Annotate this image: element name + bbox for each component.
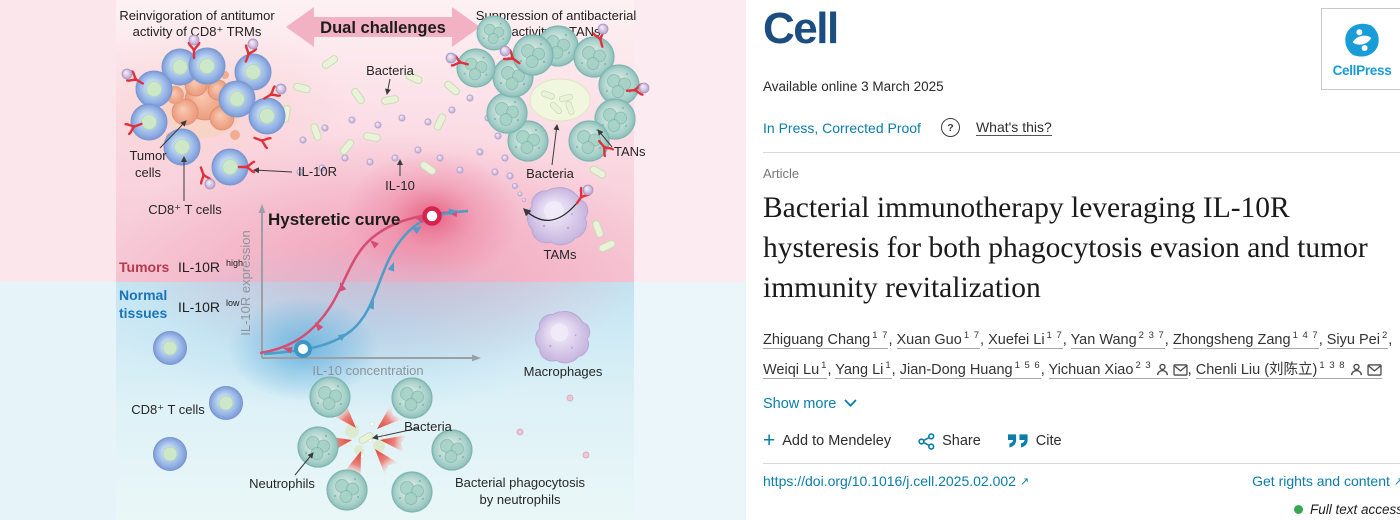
- author[interactable]: Weiqi Lu 1: [763, 360, 828, 379]
- normal-tissues-line1: Normal: [119, 287, 167, 303]
- suppression-label-line1: Suppression of antibacterial: [476, 8, 637, 23]
- chevron-down-icon: [844, 399, 857, 408]
- reinvigoration-label-line1: Reinvigoration of antitumor: [119, 8, 275, 23]
- normal-state-marker: [294, 340, 312, 358]
- person-icon: [1156, 363, 1168, 376]
- phagocytosis-label-line2: by neutrophils: [480, 492, 561, 507]
- doi-link[interactable]: https://doi.org/10.1016/j.cell.2025.02.0…: [763, 473, 1029, 489]
- tan-cluster: [445, 15, 650, 162]
- il10r-low-sup: low: [226, 298, 240, 308]
- figure-labels: Bacteria Tumor cells CD8⁺ T cells IL-10R…: [129, 63, 646, 507]
- graphical-abstract: Dual challenges Reinvigoration of antitu…: [0, 0, 746, 520]
- bacteria-bottom-label: Bacteria: [404, 419, 452, 434]
- author[interactable]: Jian-Dong Huang 1 5 6: [899, 360, 1041, 379]
- external-link-icon: ↗: [1393, 475, 1400, 488]
- il10r-label: IL-10R: [298, 164, 337, 179]
- show-more-label: Show more: [763, 395, 837, 412]
- article-type-label: Article: [763, 166, 800, 182]
- macrophages-label: Macrophages: [524, 364, 603, 379]
- open-access-dot-icon: [1293, 504, 1303, 514]
- bacteria-right-label: Bacteria: [526, 166, 574, 181]
- share-label: Share: [942, 433, 981, 450]
- article-title: Bacterial immunotherapy leveraging IL-10…: [763, 192, 1368, 305]
- access-status: Full text access: [763, 502, 1400, 517]
- tumor-state-marker: [422, 206, 442, 226]
- tissue-legend: Tumors IL-10R high Normal tissues IL-10R…: [119, 258, 243, 321]
- author[interactable]: Zhongsheng Zang 1 4 7: [1172, 330, 1319, 350]
- show-more-button[interactable]: Show more: [763, 396, 1400, 412]
- access-label: Full text access: [1309, 501, 1400, 517]
- share-button[interactable]: Share: [918, 433, 981, 450]
- author[interactable]: Xuan Guo 1 7: [896, 330, 981, 350]
- bacteria-top-label: Bacteria: [366, 63, 414, 78]
- phagocytosis-label-line1: Bacterial phagocytosis: [455, 475, 586, 490]
- author[interactable]: Xuefei Li 1 7: [988, 330, 1063, 350]
- il10r-high-label: IL-10R: [178, 259, 220, 275]
- il10-secretion-arrow: [523, 203, 577, 222]
- author[interactable]: Zhiguang Chang 1 7: [763, 330, 889, 350]
- normal-tissues-line2: tissues: [119, 305, 167, 321]
- annotation-arrows: [159, 78, 613, 476]
- rights-and-content-link[interactable]: Get rights and content ↗: [1252, 473, 1400, 489]
- pink-dots: [516, 394, 590, 459]
- graphical-abstract-figure: Dual challenges Reinvigoration of antitu…: [0, 0, 746, 520]
- header-divider: [763, 152, 1400, 154]
- neutrophils-label: Neutrophils: [249, 476, 315, 491]
- author[interactable]: Yichuan Xiao 2 3: [1048, 360, 1188, 379]
- cite-quotes-icon: [1007, 434, 1028, 448]
- tumor-cells-label-line1: Tumor: [129, 148, 167, 163]
- dual-challenges-label: Dual challenges: [320, 19, 446, 37]
- envelope-icon: [1173, 364, 1188, 376]
- cite-label: Cite: [1035, 433, 1062, 450]
- author[interactable]: Yang Li 1: [835, 360, 892, 379]
- cellpress-glyph-icon: [1345, 23, 1379, 57]
- cd8-tcells-bottom-label: CD8⁺ T cells: [131, 402, 205, 417]
- publication-status-row: In Press, Corrected Proof ? What's this?: [763, 118, 1400, 138]
- cellpress-logo[interactable]: CellPress: [1321, 8, 1400, 90]
- plus-icon: +: [763, 429, 776, 453]
- author[interactable]: Chenli Liu (刘陈立) 1 3 8: [1195, 360, 1382, 379]
- tams-label: TAMs: [544, 247, 577, 262]
- doi-row: https://doi.org/10.1016/j.cell.2025.02.0…: [763, 473, 1400, 489]
- action-toolbar: + Add to Mendeley Share Cite: [763, 429, 1400, 453]
- doi-text: https://doi.org/10.1016/j.cell.2025.02.0…: [763, 472, 1016, 489]
- add-to-mendeley-button[interactable]: + Add to Mendeley: [763, 429, 892, 453]
- il10r-high-sup: high: [226, 258, 243, 268]
- share-icon: [918, 433, 935, 450]
- cell-journal-logo[interactable]: Cell: [763, 4, 839, 53]
- available-online-date: Available online 3 March 2025: [763, 79, 944, 95]
- reinvigoration-label-line2: activity of CD8⁺ TRMs: [133, 24, 262, 39]
- help-icon[interactable]: ?: [940, 118, 960, 138]
- hysteresis-plot: Hysteretic curve IL-10R expression IL-10…: [238, 204, 481, 378]
- x-axis-label: IL-10 concentration: [312, 363, 423, 378]
- actions-divider: [763, 462, 1400, 464]
- hysteretic-curve-title: Hysteretic curve: [268, 210, 400, 229]
- mendeley-label: Add to Mendeley: [782, 433, 892, 450]
- tumor-cells-label-line2: cells: [135, 165, 162, 180]
- in-press-link[interactable]: In Press, Corrected Proof: [763, 119, 921, 136]
- external-link-icon: ↗: [1019, 475, 1030, 488]
- il10-label: IL-10: [385, 178, 415, 193]
- person-icon: [1350, 363, 1362, 376]
- y-axis-label: IL-10R expression: [238, 230, 253, 336]
- whats-this-link[interactable]: What's this?: [975, 119, 1052, 137]
- article-panel: Cell CellPress Available online 3 March …: [746, 0, 1400, 520]
- tumors-label: Tumors: [119, 259, 170, 275]
- il10r-low-label: IL-10R: [178, 299, 220, 315]
- dual-challenges-banner: Dual challenges: [286, 7, 480, 47]
- author[interactable]: Siyu Pei 2: [1326, 330, 1389, 350]
- phagocytosis-scene: [297, 376, 473, 513]
- envelope-icon: [1366, 364, 1382, 376]
- rights-text: Get rights and content: [1252, 472, 1390, 489]
- author[interactable]: Yan Wang 2 3 7: [1070, 330, 1165, 350]
- author-list: Zhiguang Chang 1 7, Xuan Guo 1 7, Xuefei L…: [763, 330, 1393, 379]
- hysteresis-high-branch: [259, 209, 469, 355]
- tans-label: TANs: [614, 144, 646, 159]
- cite-button[interactable]: Cite: [1007, 433, 1062, 450]
- tam-cell: [523, 184, 594, 246]
- cellpress-logo-text: CellPress: [1332, 63, 1392, 78]
- cd8-tcells-top-label: CD8⁺ T cells: [148, 202, 222, 217]
